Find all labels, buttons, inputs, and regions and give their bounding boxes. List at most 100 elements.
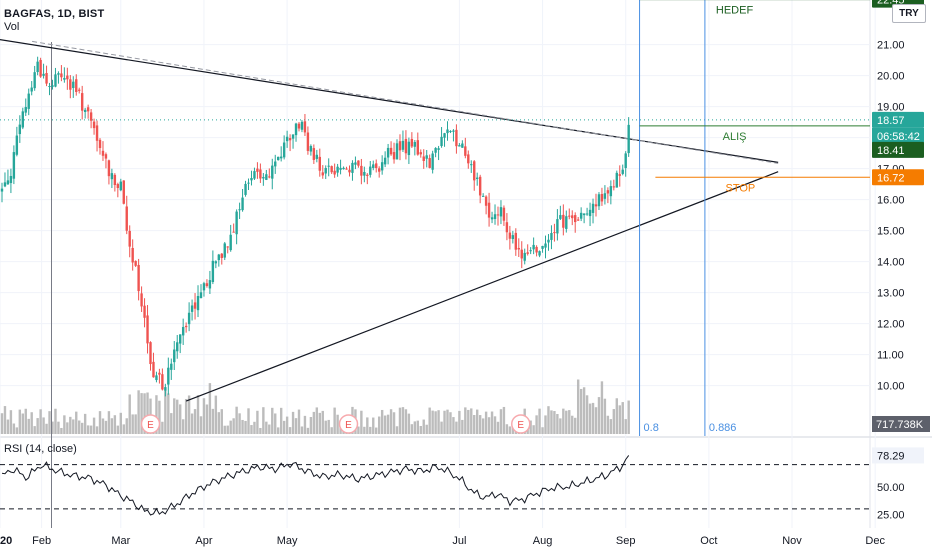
volume-bar: [241, 419, 244, 434]
volume-bar: [565, 410, 568, 434]
volume-bar: [594, 407, 598, 434]
candle-body: [579, 212, 583, 219]
candle-body: [389, 147, 393, 155]
volume-bar: [125, 418, 128, 434]
candle-body: [161, 374, 164, 390]
volume-bar: [315, 407, 319, 434]
candle-body: [39, 59, 42, 77]
candle-body: [437, 148, 440, 150]
candle-body: [48, 85, 51, 87]
volume-bar: [437, 410, 440, 434]
price-tick-label: 21.00: [877, 40, 905, 52]
candle-body: [532, 244, 535, 250]
candle-body: [478, 176, 482, 196]
resistance-trendline: [0, 39, 779, 163]
candle-body: [78, 89, 81, 91]
candle-body: [594, 204, 598, 207]
symbol-title[interactable]: BAGFAS, 1D, BIST: [4, 8, 105, 20]
volume-bar: [490, 411, 494, 434]
candle-body: [69, 79, 72, 90]
candle-body: [499, 207, 503, 217]
candle-body: [164, 387, 167, 391]
volume-bar: [51, 421, 54, 434]
candle-body: [392, 152, 396, 160]
volume-bar: [363, 426, 366, 434]
candle-body: [511, 235, 515, 240]
volume-bar: [179, 404, 182, 434]
volume-bar: [131, 414, 134, 434]
volume-bar: [170, 413, 173, 434]
candle-body: [119, 181, 122, 191]
volume-bar: [48, 411, 51, 434]
currency-button[interactable]: TRY: [892, 4, 926, 23]
candle-body: [30, 87, 33, 92]
volume-bar: [60, 427, 63, 434]
stop-price-tag: 16.72: [877, 172, 905, 184]
candle-body: [529, 250, 532, 252]
candle-body: [544, 243, 547, 248]
earnings-marker-label: E: [345, 420, 352, 431]
candle-body: [12, 152, 16, 179]
volume-bar: [443, 410, 446, 434]
volume-bar: [478, 415, 482, 434]
volume-bar: [413, 421, 417, 434]
volume-bar: [116, 425, 120, 434]
volume-bar: [389, 409, 393, 434]
volume-bar: [291, 411, 295, 434]
candle-body: [458, 145, 461, 147]
candle-body: [184, 325, 188, 328]
volume-tag-label: 717.738K: [876, 419, 924, 431]
volume-bar: [244, 420, 247, 434]
candle-body: [612, 186, 616, 188]
countdown-bg: [872, 127, 924, 143]
candle-body: [279, 156, 283, 159]
candle-body: [467, 154, 470, 164]
candle-body: [282, 142, 286, 158]
time-tick-label: Feb: [32, 535, 51, 547]
volume-bar: [101, 418, 105, 434]
volume-bar: [107, 411, 111, 434]
candle-body: [179, 334, 182, 344]
volume-indicator-label[interactable]: Vol: [4, 21, 20, 33]
volume-bar: [458, 410, 461, 434]
volume-bar: [410, 424, 414, 434]
candle-body: [541, 245, 544, 249]
volume-bar: [57, 421, 60, 434]
candle-body: [288, 138, 292, 141]
volume-bar: [377, 416, 381, 434]
candle-body: [18, 124, 22, 135]
candle-body: [101, 150, 105, 156]
candle-body: [113, 174, 117, 186]
earnings-marker: [338, 414, 359, 434]
candle-body: [487, 202, 491, 218]
volume-bar: [562, 408, 565, 434]
candle-body: [60, 73, 63, 78]
candle-body: [146, 315, 149, 344]
candle-body: [125, 206, 128, 231]
level-label: ALIŞ: [723, 131, 747, 143]
candle-body: [152, 361, 155, 378]
volume-bar: [300, 426, 304, 434]
close-price-tag: 18.41: [877, 145, 905, 157]
candle-body: [464, 146, 467, 156]
volume-bar: [461, 419, 464, 434]
volume-bar: [158, 400, 161, 434]
volume-bar: [493, 416, 497, 434]
candle-body: [9, 175, 13, 184]
volume-bar: [541, 427, 544, 434]
volume-bar: [282, 420, 286, 434]
candle-body: [568, 215, 571, 217]
candle-body: [235, 211, 238, 235]
volume-bar: [190, 413, 194, 434]
candle-body: [214, 261, 218, 264]
volume-bar: [505, 424, 509, 434]
volume-bar: [440, 421, 443, 434]
candle-body: [321, 172, 324, 176]
volume-bar: [119, 412, 122, 434]
candle-body: [496, 214, 500, 216]
candle-body: [627, 124, 630, 154]
candle-body: [250, 178, 253, 181]
candle-body: [158, 372, 161, 375]
price-tick-label: 16.00: [877, 195, 905, 207]
candle-body: [54, 74, 57, 87]
